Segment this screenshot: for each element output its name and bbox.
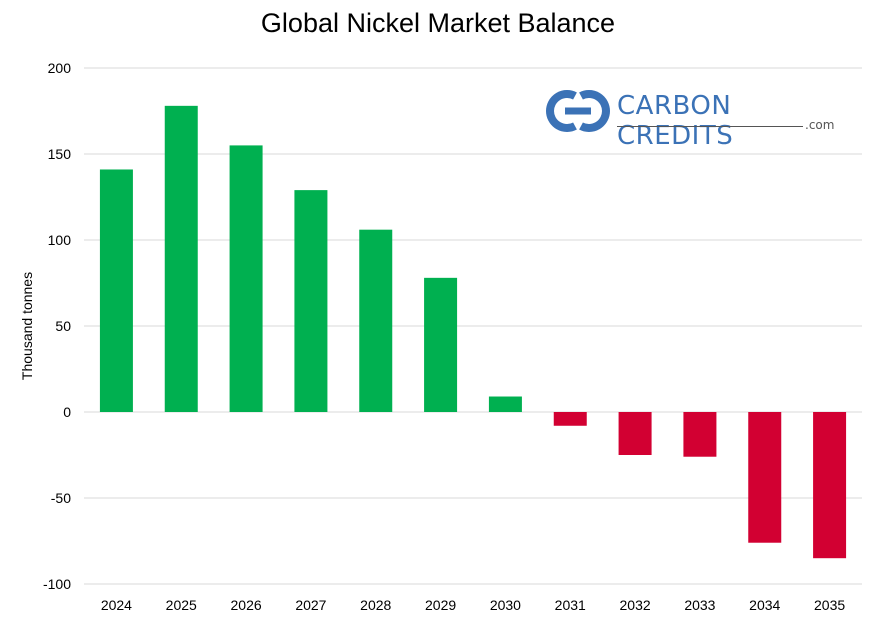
x-tick-labels: 2024 2025 2026 2027 2028 2029 2030 2031 2032 2033… [101,597,846,613]
x-tick-label: 2030 [490,597,521,613]
bar-2031 [553,412,587,426]
y-tick-label: 200 [48,60,72,76]
bar-2035 [813,412,847,559]
y-tick-label: 0 [63,404,71,420]
y-tick-label: 150 [48,146,72,162]
x-tick-label: 2033 [684,597,715,613]
y-axis-label: Thousand tonnes [19,272,35,380]
x-tick-label: 2025 [166,597,197,613]
bar-2027 [294,190,328,412]
logo-underline [617,126,803,127]
bar-2032 [618,412,652,455]
y-tick-label: -100 [43,576,71,592]
x-tick-label: 2029 [425,597,456,613]
x-tick-label: 2028 [360,597,391,613]
x-tick-label: 2032 [620,597,651,613]
bar-2028 [359,229,393,412]
x-tick-label: 2026 [231,597,262,613]
chain-link-icon [546,90,610,132]
bars [99,105,847,559]
carbon-credits-logo: CARBON CREDITS .com [545,88,845,151]
bar-2030 [488,396,522,412]
bar-2025 [164,105,198,412]
bar-2034 [748,412,782,543]
y-tick-labels: 200 150 100 50 0 -50 -100 [43,60,71,592]
x-tick-label: 2035 [814,597,845,613]
gridlines [84,67,862,585]
logo-suffix: .com [805,118,835,132]
x-tick-label: 2024 [101,597,132,613]
bar-2033 [683,412,717,457]
chart-title: Global Nickel Market Balance [260,8,616,38]
x-tick-label: 2031 [555,597,586,613]
bar-2029 [424,277,458,412]
y-tick-label: 50 [55,318,71,334]
x-tick-label: 2034 [749,597,780,613]
logo-text: CARBON CREDITS [617,91,734,151]
bar-2026 [229,145,263,412]
y-tick-label: -50 [51,490,71,506]
y-tick-label: 100 [48,232,72,248]
bar-2024 [99,169,133,412]
x-tick-label: 2027 [295,597,326,613]
